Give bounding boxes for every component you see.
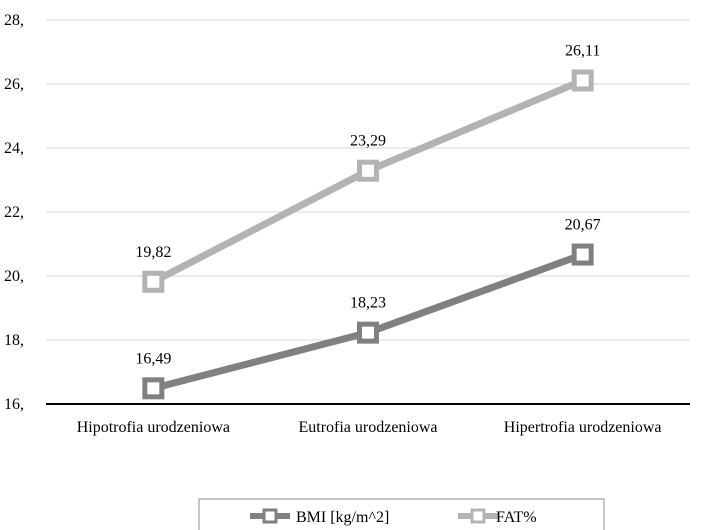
- y-tick-label: 22,: [4, 204, 24, 221]
- y-tick-label: 16,: [4, 396, 24, 413]
- data-point-marker: [571, 243, 594, 266]
- data-label: 19,82: [135, 244, 171, 261]
- x-tick-label: Eutrofia urodzeniowa: [298, 419, 437, 436]
- y-tick-label: 18,: [4, 332, 24, 349]
- data-point-marker: [142, 377, 165, 400]
- data-point-marker: [571, 69, 594, 92]
- y-tick-label: 24,: [4, 140, 24, 157]
- y-tick-label: 28,: [4, 12, 24, 29]
- series-line: [152, 251, 584, 392]
- legend-label: BMI [kg/m^2]: [296, 509, 389, 526]
- series-group: 16,49 18,23 20,67 19,82 23,29 26,11: [135, 42, 601, 400]
- legend-swatch-marker: [470, 508, 486, 524]
- x-tick-label: Hipertrofia urodzeniowa: [504, 419, 662, 436]
- y-axis-ticks: 16, 18, 20, 22, 24, 26, 28,: [4, 12, 24, 413]
- legend-label: FAT%: [496, 509, 537, 526]
- data-label: 23,29: [350, 133, 386, 150]
- data-label: 26,11: [565, 42, 600, 59]
- x-axis-ticks: Hipotrofia urodzeniowa Eutrofia urodzenio…: [77, 419, 662, 436]
- data-label: 16,49: [135, 350, 171, 367]
- y-tick-label: 26,: [4, 76, 24, 93]
- data-label: 18,23: [350, 295, 386, 312]
- y-tick-label: 20,: [4, 268, 24, 285]
- data-label: 20,67: [565, 217, 601, 234]
- data-point-marker: [357, 321, 379, 344]
- data-point-marker: [357, 159, 379, 182]
- legend-swatch-marker: [262, 508, 278, 524]
- legend: BMI [kg/m^2] FAT%: [198, 498, 605, 530]
- x-tick-label: Hipotrofia urodzeniowa: [77, 419, 230, 436]
- data-point-marker: [142, 270, 165, 293]
